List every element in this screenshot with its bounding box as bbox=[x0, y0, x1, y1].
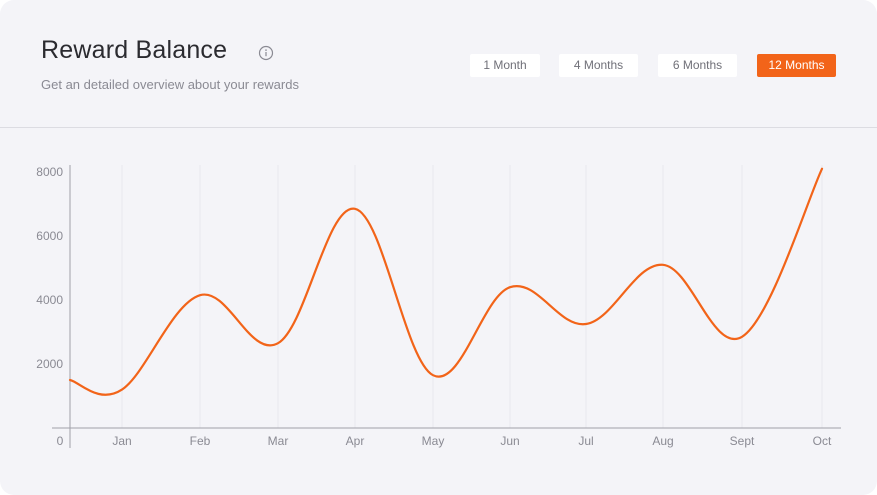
x-tick-label: Apr bbox=[346, 434, 365, 448]
series-line bbox=[68, 167, 824, 396]
y-tick-label: 4000 bbox=[36, 293, 63, 307]
x-tick-label: Oct bbox=[813, 434, 832, 448]
page-subtitle: Get an detailed overview about your rewa… bbox=[41, 77, 299, 92]
range-button-6-months[interactable]: 6 Months bbox=[658, 54, 737, 77]
range-button-12-months[interactable]: 12 Months bbox=[757, 54, 836, 77]
x-tick-label: Jul bbox=[578, 434, 593, 448]
x-tick-label: Jun bbox=[500, 434, 519, 448]
x-tick-label: Aug bbox=[652, 434, 673, 448]
origin-label: 0 bbox=[57, 434, 64, 448]
y-tick-label: 2000 bbox=[36, 357, 63, 371]
x-tick-label: May bbox=[422, 434, 445, 448]
x-tick-label: Mar bbox=[268, 434, 289, 448]
range-button-4-months[interactable]: 4 Months bbox=[559, 54, 638, 77]
x-tick-label: Feb bbox=[190, 434, 211, 448]
page-title: Reward Balance bbox=[41, 36, 228, 64]
range-button-1-month[interactable]: 1 Month bbox=[470, 54, 540, 77]
x-tick-label: Sept bbox=[730, 434, 755, 448]
info-icon[interactable] bbox=[258, 45, 274, 61]
y-tick-label: 8000 bbox=[36, 165, 63, 179]
x-tick-label: Jan bbox=[112, 434, 131, 448]
y-tick-label: 6000 bbox=[36, 229, 63, 243]
card-header: Reward Balance Get an detailed overview … bbox=[0, 0, 877, 128]
